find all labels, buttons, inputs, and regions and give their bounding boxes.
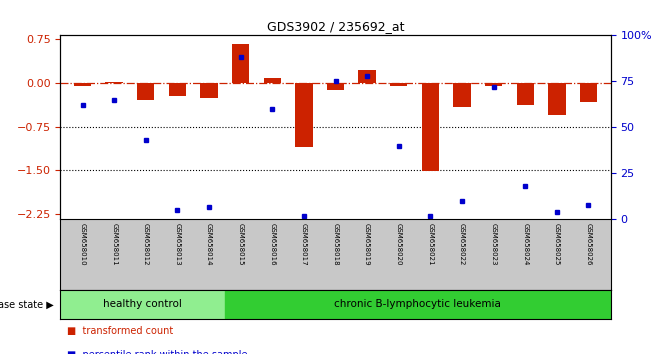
Bar <box>390 83 407 86</box>
Title: GDS3902 / 235692_at: GDS3902 / 235692_at <box>267 20 404 33</box>
Bar <box>295 83 313 147</box>
Bar <box>454 83 470 107</box>
Bar <box>232 44 250 83</box>
Text: ■  transformed count: ■ transformed count <box>67 326 173 336</box>
Bar <box>548 83 566 115</box>
Bar <box>60 290 225 319</box>
Bar <box>168 83 186 96</box>
Text: GSM658018: GSM658018 <box>333 223 338 266</box>
Text: GSM658012: GSM658012 <box>143 223 149 266</box>
Bar <box>137 83 154 101</box>
Text: GSM658014: GSM658014 <box>206 223 212 266</box>
Bar <box>105 82 123 83</box>
Text: GSM658010: GSM658010 <box>80 223 85 266</box>
Text: GSM658021: GSM658021 <box>427 223 433 266</box>
Text: GSM658023: GSM658023 <box>491 223 497 266</box>
Bar <box>74 83 91 86</box>
Text: healthy control: healthy control <box>103 299 182 309</box>
Text: GSM658026: GSM658026 <box>586 223 591 266</box>
Text: ■  percentile rank within the sample: ■ percentile rank within the sample <box>67 350 248 354</box>
Bar <box>225 290 611 319</box>
Text: disease state ▶: disease state ▶ <box>0 299 54 309</box>
Text: GSM658024: GSM658024 <box>522 223 528 266</box>
Text: GSM658020: GSM658020 <box>396 223 402 266</box>
Text: GSM658016: GSM658016 <box>269 223 275 266</box>
Text: GSM658015: GSM658015 <box>238 223 244 266</box>
Bar <box>264 78 281 83</box>
Bar <box>517 83 534 105</box>
Bar <box>201 83 217 98</box>
Bar <box>580 83 597 102</box>
Text: GSM658011: GSM658011 <box>111 223 117 266</box>
Bar <box>327 83 344 90</box>
Text: chronic B-lymphocytic leukemia: chronic B-lymphocytic leukemia <box>334 299 501 309</box>
Text: GSM658022: GSM658022 <box>459 223 465 266</box>
Text: GSM658017: GSM658017 <box>301 223 307 266</box>
Text: GSM658025: GSM658025 <box>554 223 560 266</box>
Text: GSM658019: GSM658019 <box>364 223 370 266</box>
Text: GSM658013: GSM658013 <box>174 223 180 266</box>
Bar <box>358 70 376 83</box>
Bar <box>421 83 439 171</box>
Bar <box>485 83 503 86</box>
